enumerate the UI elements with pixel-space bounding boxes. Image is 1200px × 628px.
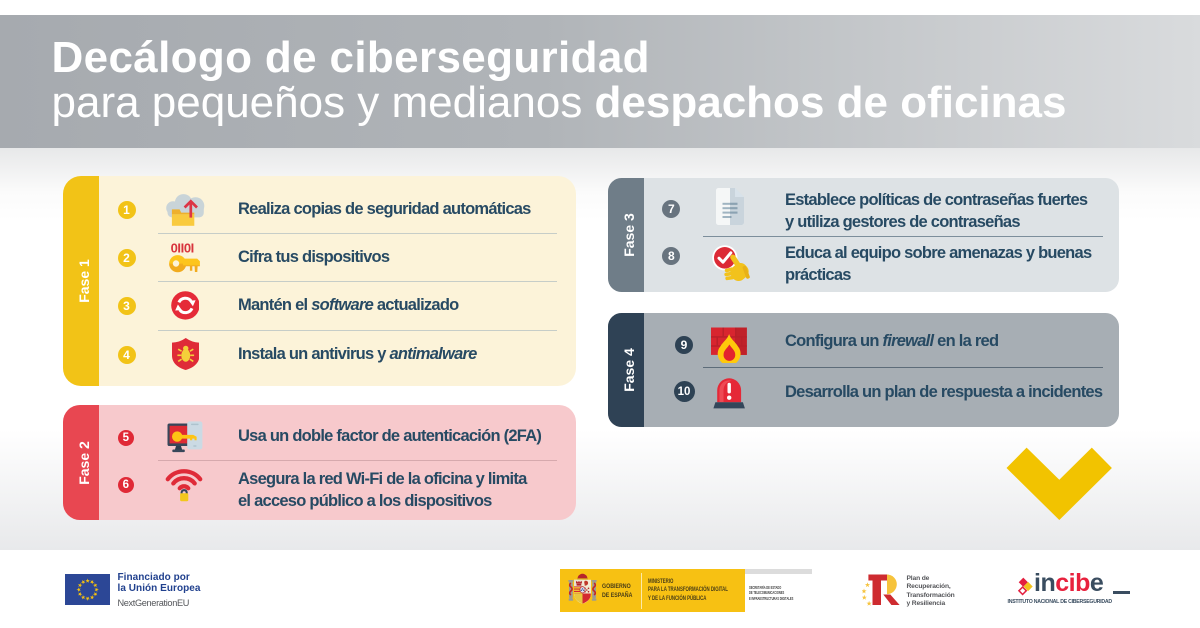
svg-text:0II0I: 0II0I [171,241,194,256]
